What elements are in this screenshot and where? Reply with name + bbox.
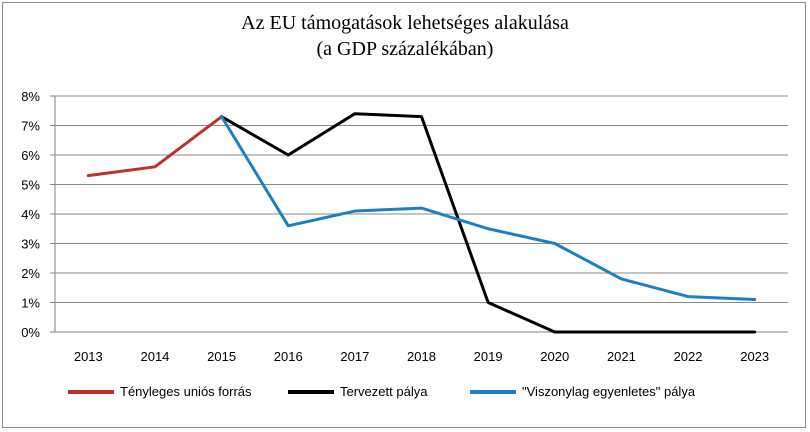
y-tick-label: 1% bbox=[21, 296, 40, 311]
x-tick-label: 2018 bbox=[407, 349, 436, 364]
x-tick-label: 2015 bbox=[207, 349, 236, 364]
chart-title: Az EU támogatások lehetséges alakulása (… bbox=[0, 10, 810, 62]
x-tick-label: 2020 bbox=[540, 349, 569, 364]
x-tick-label: 2014 bbox=[140, 349, 169, 364]
x-tick-label: 2013 bbox=[74, 349, 103, 364]
x-tick-label: 2022 bbox=[674, 349, 703, 364]
y-axis-ticks: 0% 1% 2% 3% 4% 5% 6% 7% 8% bbox=[21, 89, 40, 340]
legend: Tényleges uniós forrás Tervezett pálya "… bbox=[0, 384, 810, 406]
y-tick-label: 6% bbox=[21, 148, 40, 163]
chart-title-line-1: Az EU támogatások lehetséges alakulása bbox=[241, 12, 569, 34]
chart-frame bbox=[2, 2, 806, 428]
legend-item-actual: Tényleges uniós forrás bbox=[68, 384, 252, 399]
y-tick-label: 7% bbox=[21, 119, 40, 134]
y-tick-label: 2% bbox=[21, 266, 40, 281]
legend-swatch-even bbox=[470, 389, 516, 394]
series-lines bbox=[86, 112, 757, 334]
x-tick-label: 2016 bbox=[274, 349, 303, 364]
gridlines bbox=[50, 95, 788, 333]
series-line-0 bbox=[86, 115, 224, 178]
legend-label-planned: Tervezett pálya bbox=[340, 384, 428, 399]
legend-item-planned: Tervezett pálya bbox=[288, 384, 427, 399]
legend-swatch-actual bbox=[68, 389, 114, 394]
x-tick-label: 2017 bbox=[340, 349, 369, 364]
chart-title-line-2: (a GDP százalékában) bbox=[316, 38, 494, 60]
y-tick-label: 5% bbox=[21, 178, 40, 193]
x-axis-ticks: 2013 2014 2015 2016 2017 2018 2019 2020 2021 2022… bbox=[74, 349, 769, 364]
y-tick-label: 4% bbox=[21, 207, 40, 222]
y-tick-label: 0% bbox=[21, 325, 40, 340]
legend-label-even: "Viszonylag egyenletes" pálya bbox=[522, 384, 696, 399]
y-tick-label: 3% bbox=[21, 237, 40, 252]
x-tick-label: 2019 bbox=[474, 349, 503, 364]
x-tick-label: 2023 bbox=[740, 349, 769, 364]
x-tick-label: 2021 bbox=[607, 349, 636, 364]
legend-swatch-planned bbox=[288, 389, 334, 394]
legend-label-actual: Tényleges uniós forrás bbox=[120, 384, 252, 399]
legend-item-even: "Viszonylag egyenletes" pálya bbox=[470, 384, 695, 399]
series-line-2 bbox=[220, 115, 757, 302]
series-line-1 bbox=[220, 112, 757, 334]
y-tick-label: 8% bbox=[21, 89, 40, 104]
